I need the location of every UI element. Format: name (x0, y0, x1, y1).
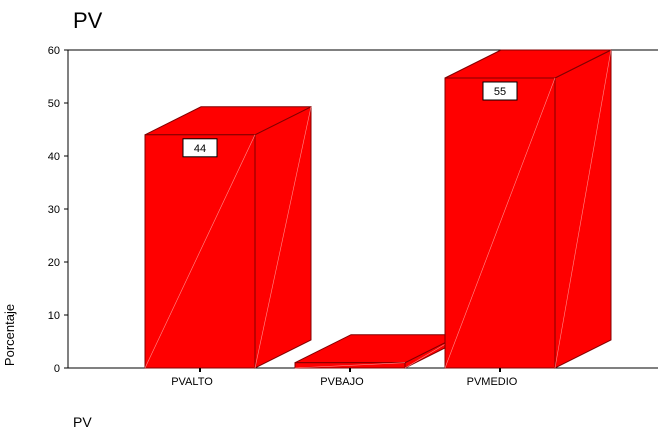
bar-pvmedio-shade (444, 77, 556, 369)
y-tick-label-3: 30 (48, 204, 60, 216)
x-axis-label: PV (73, 414, 92, 430)
bar-pvalto-value-label: 44 (194, 143, 206, 155)
y-tick-label-0: 0 (54, 363, 60, 375)
y-tick-label-2: 20 (48, 257, 60, 269)
chart-title: PV (73, 8, 103, 33)
bar-pvbajo-shade (294, 362, 406, 369)
bar-pvalto-side-shade (254, 106, 312, 369)
y-tick-label-6: 60 (48, 45, 60, 57)
x-tick-label-1: PVBAJO (320, 376, 364, 388)
x-tick-label-2: PVMEDIO (467, 376, 518, 388)
y-tick-label-5: 50 (48, 98, 60, 110)
y-tick-label-1: 10 (48, 310, 60, 322)
bar-pvmedio-value-label: 55 (494, 86, 506, 98)
bar-pvalto-label-box (182, 138, 218, 158)
y-tick-label-4: 40 (48, 151, 60, 163)
y-axis-title: Porcentaje (2, 304, 17, 366)
bar-pvmedio-label-box (482, 81, 518, 101)
bar-pvmedio-side-shade (554, 49, 612, 369)
x-tick-label-0: PVALTO (171, 376, 213, 388)
bar-pvalto-shade (144, 134, 256, 369)
